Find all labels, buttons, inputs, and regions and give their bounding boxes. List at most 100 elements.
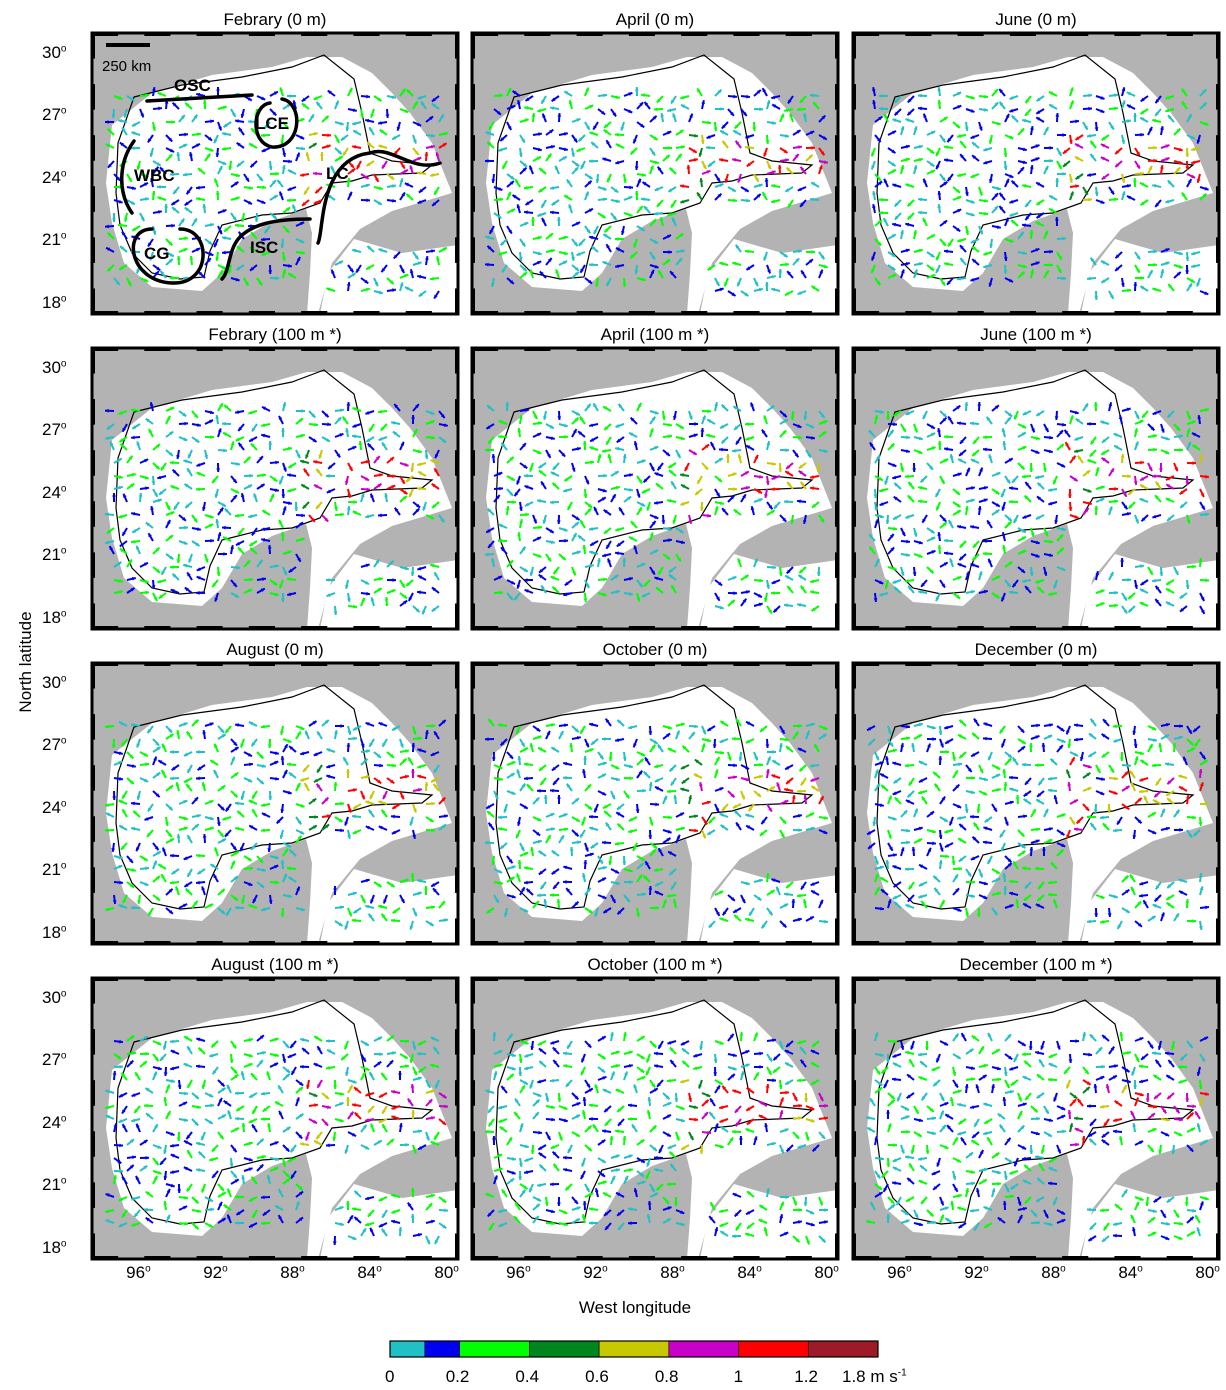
lat-tick-label: 18o <box>42 292 67 312</box>
lat-tick-label: 21o <box>42 1175 67 1195</box>
lat-tick-label: 21o <box>42 230 67 250</box>
lon-tick-label: 80o <box>1195 1263 1220 1282</box>
velocity-field <box>484 86 829 297</box>
panel-title: December (100 m *) <box>959 955 1113 974</box>
isobath-line <box>876 369 1195 595</box>
gulf-water <box>106 372 452 629</box>
caribbean-water <box>320 1184 458 1259</box>
panel-title: April (0 m) <box>615 10 695 29</box>
caribbean-water <box>320 869 458 944</box>
lon-tick-label: 96o <box>126 1263 151 1282</box>
caribbean-water <box>1081 869 1219 944</box>
panel-title: April (100 m *) <box>600 325 710 344</box>
panel-title: August (0 m) <box>226 640 324 659</box>
panel-title: June (100 m *) <box>980 325 1092 344</box>
lat-tick-label: 27o <box>42 105 67 125</box>
unit-exponent: -1 <box>897 1367 907 1379</box>
map-panel <box>90 661 460 946</box>
panel-title: Febrary (0 m) <box>223 10 327 29</box>
lon-tick-label: 92o <box>203 1263 228 1282</box>
caribbean-water <box>320 239 458 314</box>
isobath-line <box>115 999 434 1225</box>
colorbar-tick-label: 1.2 <box>794 1367 818 1386</box>
lon-tick-label: 84o <box>737 1263 762 1282</box>
region-label: CG <box>144 244 170 263</box>
isobath-line <box>876 999 1195 1225</box>
velocity-field <box>105 1034 449 1246</box>
panel-title: December (0 m) <box>974 640 1098 659</box>
velocity-field <box>104 86 449 300</box>
lat-tick-label: 21o <box>42 545 67 565</box>
isobath-line <box>115 684 434 910</box>
map-panel: 250 km OSC LCE WBC LC CG ISC <box>90 31 460 316</box>
map-panel <box>851 976 1221 1261</box>
scale-bar <box>106 43 150 47</box>
lon-tick-label: 88o <box>1041 1263 1066 1282</box>
region-label: LCE <box>255 114 289 133</box>
lat-tick-label: 24o <box>42 1112 67 1132</box>
map-panel <box>470 346 840 631</box>
velocity-field <box>484 717 829 929</box>
colorbar-tick-label: 0 <box>385 1367 395 1386</box>
lon-tick-label: 80o <box>434 1263 459 1282</box>
lat-tick-label: 27o <box>42 420 67 440</box>
isobath-line <box>876 54 1195 280</box>
map-panel <box>470 661 840 946</box>
gulf-water <box>106 1002 452 1259</box>
map-panel <box>851 346 1221 631</box>
map-panel <box>851 661 1221 946</box>
velocity-field <box>866 717 1210 931</box>
panel-title: June (0 m) <box>995 10 1077 29</box>
caribbean-water <box>1081 554 1219 629</box>
current-annotations: 250 km OSC LCE WBC LC CG ISC <box>102 43 442 285</box>
velocity-field <box>484 1031 829 1245</box>
lon-tick-label: 88o <box>280 1263 305 1282</box>
y-axis-label: North latitude <box>16 611 35 713</box>
map-panel <box>851 31 1221 316</box>
lat-tick-label: 18o <box>42 607 67 627</box>
region-label: ISC <box>250 238 278 257</box>
colorbar-tick-label: 1 <box>733 1367 744 1386</box>
velocity-field <box>484 401 829 615</box>
velocity-field <box>868 401 1210 615</box>
gulf-water <box>867 1002 1213 1259</box>
lat-tick-label: 30o <box>42 42 67 62</box>
colorbar-tick-label: 0.6 <box>585 1367 609 1386</box>
isobath-line <box>115 369 434 595</box>
lon-tick-label: 92o <box>964 1263 989 1282</box>
isobath-line <box>495 54 814 280</box>
colorbar-tick-label: 0.8 <box>654 1367 679 1386</box>
lat-tick-label: 30o <box>42 357 67 377</box>
caribbean-water <box>700 554 838 629</box>
region-label: WBC <box>134 166 175 185</box>
lat-tick-label: 18o <box>42 922 67 942</box>
lat-tick-label: 30o <box>42 987 67 1007</box>
velocity-field <box>104 718 449 930</box>
lat-tick-label: 24o <box>42 167 67 187</box>
lon-tick-label: 96o <box>887 1263 912 1282</box>
colorbar-tick-label: 0.4 <box>515 1367 540 1386</box>
lat-tick-label: 27o <box>42 1050 67 1070</box>
panel-title: August (100 m *) <box>211 955 339 974</box>
colorbar-tick-label: 1.8 m s-1 <box>842 1367 907 1386</box>
lon-tick-label: 84o <box>1118 1263 1143 1282</box>
lat-tick-label: 30o <box>42 672 67 692</box>
scale-bar-label: 250 km <box>102 58 151 75</box>
region-label: LC <box>326 164 349 183</box>
panel-title: October (0 m) <box>602 640 708 659</box>
map-panel <box>470 31 840 316</box>
map-panel <box>90 346 460 631</box>
lat-tick-label: 27o <box>42 735 67 755</box>
lon-tick-label: 88o <box>660 1263 685 1282</box>
lon-tick-label: 92o <box>583 1263 608 1282</box>
lat-tick-label: 18o <box>42 1237 67 1257</box>
velocity-field <box>104 401 449 616</box>
panel-title: October (100 m *) <box>587 955 723 974</box>
lon-tick-label: 80o <box>814 1263 839 1282</box>
lat-tick-label: 24o <box>42 482 67 502</box>
map-panel <box>470 976 840 1261</box>
map-panel <box>90 976 460 1261</box>
isobath-line <box>495 369 814 595</box>
